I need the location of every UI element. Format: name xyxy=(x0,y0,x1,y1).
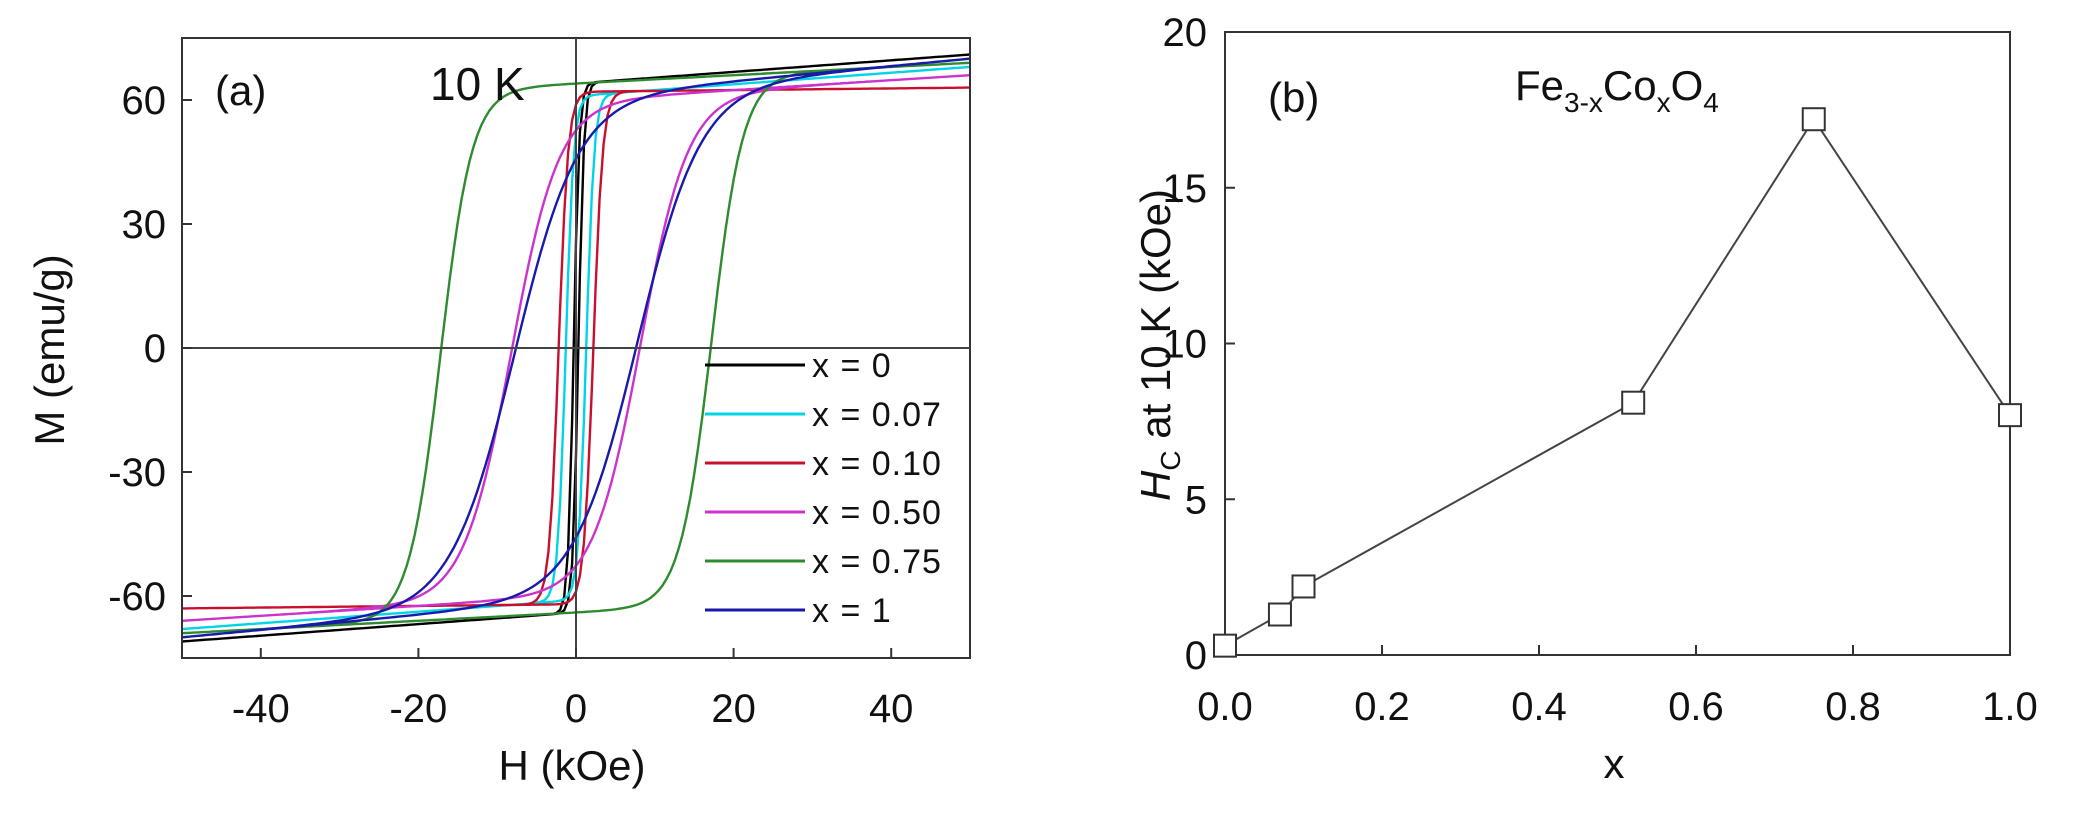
data-point-1 xyxy=(1267,602,1292,627)
data-point-0 xyxy=(1213,633,1237,658)
panel-a-x-axis-label: H (kOe) xyxy=(499,742,646,789)
x-tick-label-1: 0.2 xyxy=(1354,685,1410,729)
y-tick-label-4: 60 xyxy=(122,79,167,123)
x-tick-label-4: 0.8 xyxy=(1825,685,1881,729)
coercivity-line xyxy=(1224,117,2011,647)
y-tick-label-2: 10 xyxy=(1163,323,1208,367)
y-tick-label-3: 30 xyxy=(122,203,167,247)
y-tick-label-0: 0 xyxy=(1185,634,1207,678)
y-tick-label-4: 20 xyxy=(1163,11,1208,55)
data-point-3 xyxy=(1621,390,1646,415)
x-tick-label-3: 0.6 xyxy=(1668,685,1724,729)
x-tick-label-0: 0.0 xyxy=(1197,685,1253,729)
x-tick-label-4: 40 xyxy=(869,687,914,731)
panel-b-coercivity-chart: 0.0 0.2 0.4 0.6 0.8 1.0 0 5 10 15 20 (b) Fe3-xCoxO… xyxy=(1132,11,2038,787)
x-tick-label-2: 0.4 xyxy=(1511,685,1567,729)
panel-b-axes xyxy=(1224,31,2011,656)
legend-label-2: x = 0.10 xyxy=(812,445,942,483)
coercivity-series xyxy=(1213,107,2022,658)
legend-label-3: x = 0.50 xyxy=(812,494,942,532)
legend-label-4: x = 0.75 xyxy=(812,543,942,581)
data-point-5 xyxy=(1998,403,2022,428)
x-tick-label-1: -20 xyxy=(389,687,447,731)
y-tick-label-1: -30 xyxy=(108,451,166,495)
panel-b-x-axis-label: x xyxy=(1604,740,1625,787)
x-tick-label-0: -40 xyxy=(232,687,290,731)
x-tick-label-3: 20 xyxy=(711,687,756,731)
data-point-4 xyxy=(1801,107,1826,132)
panel-b-ticks: 0.0 0.2 0.4 0.6 0.8 1.0 0 5 10 15 20 xyxy=(1163,11,2038,729)
data-point-2 xyxy=(1291,574,1316,599)
legend: x = 0 x = 0.07 x = 0.10 x = 0.50 x = 0.75 x =… xyxy=(705,347,942,630)
panel-a-label: (a) xyxy=(215,67,266,114)
legend-label-0: x = 0 xyxy=(812,347,892,385)
panel-b-y-axis-label: HC at 10 K (kOe) xyxy=(1132,189,1186,501)
y-tick-label-2: 0 xyxy=(144,327,166,371)
x-tick-label-5: 1.0 xyxy=(1982,685,2038,729)
panel-b-label: (b) xyxy=(1268,74,1319,121)
panel-b-frame xyxy=(1224,31,2011,656)
compound-formula: Fe3-xCoxO4 xyxy=(1515,62,1719,118)
y-tick-label-1: 5 xyxy=(1185,478,1207,522)
y-tick-label-0: -60 xyxy=(108,575,166,619)
temperature-annotation: 10 K xyxy=(430,58,525,110)
panel-a-y-axis-label: M (emu/g) xyxy=(26,254,73,445)
y-tick-label-3: 15 xyxy=(1163,167,1208,211)
panel-a-ticks: -40 -20 0 20 40 -60 -30 0 30 60 xyxy=(108,79,913,731)
x-tick-label-2: 0 xyxy=(565,687,587,731)
legend-label-5: x = 1 xyxy=(812,592,892,630)
legend-label-1: x = 0.07 xyxy=(812,396,942,434)
